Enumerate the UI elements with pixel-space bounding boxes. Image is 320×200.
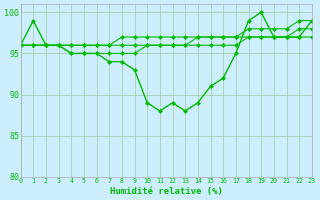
X-axis label: Humidité relative (%): Humidité relative (%) — [110, 187, 223, 196]
